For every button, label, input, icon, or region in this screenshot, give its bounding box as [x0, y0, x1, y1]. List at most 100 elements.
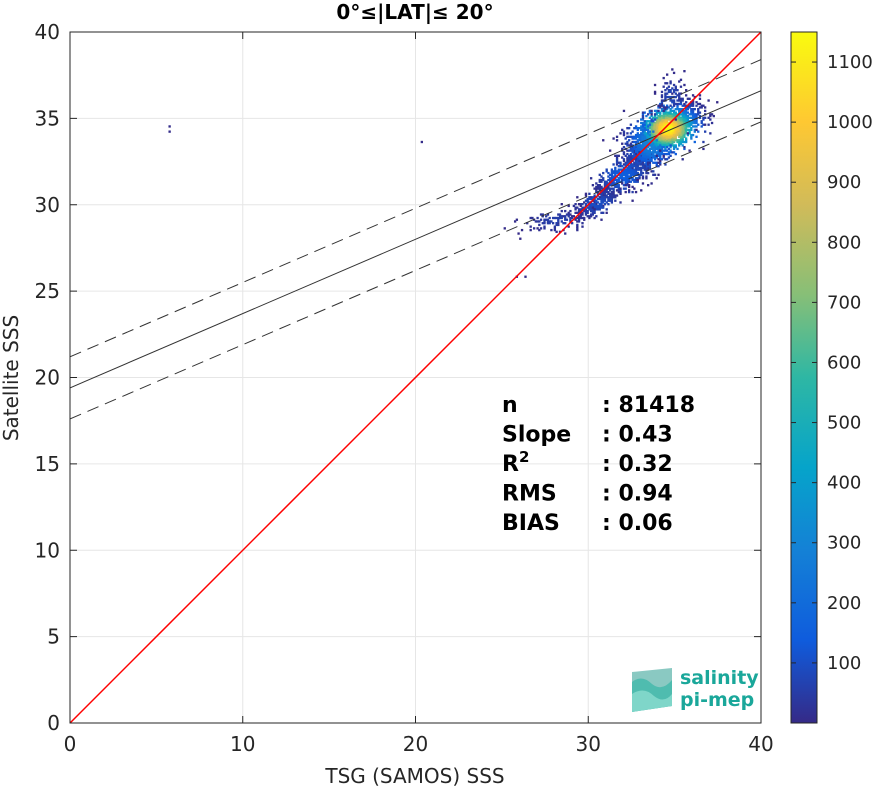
heatmap-cell: [662, 135, 665, 138]
heatmap-cell: [657, 139, 660, 142]
heatmap-cell: [626, 168, 629, 171]
heatmap-cell: [638, 156, 641, 159]
heatmap-cell: [688, 106, 691, 109]
heatmap-cell: [595, 187, 598, 190]
heatmap-cell: [529, 225, 532, 228]
heatmap-cell: [690, 109, 693, 113]
heatmap-cell: [638, 137, 641, 140]
heatmap-cell: [684, 116, 688, 119]
heatmap-cell: [678, 111, 681, 114]
heatmap-cell: [619, 177, 622, 180]
heatmap-cell: [664, 111, 667, 114]
heatmap-cell: [688, 123, 691, 126]
heatmap-cell: [669, 132, 672, 135]
x-tick-label: 20: [403, 732, 428, 756]
heatmap-cell: [653, 173, 657, 176]
heatmap-cell: [679, 113, 683, 116]
heatmap-cell: [555, 222, 558, 225]
heatmap-cell: [700, 104, 703, 107]
stat-superscript: 2: [519, 448, 529, 466]
heatmap-cell: [686, 97, 690, 100]
heatmap-cell: [617, 185, 620, 189]
heatmap-cell: [640, 158, 643, 161]
heatmap-cell: [665, 132, 669, 135]
heatmap-cell: [650, 158, 653, 161]
heatmap-cell: [610, 194, 614, 197]
heatmap-cell: [691, 116, 695, 119]
heatmap-cell: [678, 142, 681, 145]
heatmap-cell: [641, 133, 645, 137]
heatmap-cell: [667, 147, 671, 151]
heatmap-cell: [564, 232, 567, 235]
heatmap-cell: [653, 144, 657, 147]
heatmap-cell: [645, 128, 648, 132]
heatmap-cell: [629, 152, 633, 156]
heatmap-cell: [653, 158, 657, 161]
x-axis: 0 10 20 30 40: [64, 32, 774, 756]
heatmap-cell: [596, 192, 600, 195]
heatmap-cell: [598, 184, 601, 187]
heatmap-cell: [643, 140, 646, 144]
heatmap-cell: [605, 189, 608, 192]
heatmap-cell: [695, 125, 698, 128]
heatmap-cell: [684, 137, 688, 140]
heatmap-cell: [653, 116, 657, 119]
heatmap-cell: [660, 95, 664, 99]
heatmap-cell: [633, 161, 636, 164]
heatmap-cell: [684, 114, 688, 118]
heatmap-cell: [646, 133, 650, 137]
heatmap-cell: [629, 142, 633, 145]
heatmap-cell: [626, 161, 629, 164]
heatmap-cell: [643, 151, 646, 154]
heatmap-cell: [703, 109, 707, 113]
heatmap-cell: [683, 130, 686, 133]
heatmap-cell: [657, 173, 660, 176]
heatmap-cell: [645, 133, 648, 137]
heatmap-cell: [603, 180, 607, 183]
heatmap-cell: [636, 165, 639, 168]
heatmap-cell: [627, 165, 631, 168]
heatmap-cell: [652, 151, 655, 154]
heatmap-cell: [686, 111, 690, 114]
heatmap-cell: [667, 89, 671, 92]
heatmap-cell: [583, 206, 586, 209]
heatmap-cell: [653, 90, 657, 94]
heatmap-cell: [650, 132, 653, 135]
heatmap-cell: [650, 135, 653, 138]
heatmap-cell: [667, 116, 671, 119]
heatmap-cell: [567, 211, 570, 214]
heatmap-cell: [695, 116, 698, 119]
heatmap-cell: [627, 180, 631, 183]
heatmap-cell: [653, 133, 657, 137]
heatmap-cell: [615, 135, 619, 138]
heatmap-cell: [650, 147, 653, 151]
heatmap-cell: [564, 215, 567, 218]
heatmap-cell: [638, 158, 641, 161]
heatmap-cell: [691, 120, 695, 123]
heatmap-cell: [420, 140, 424, 144]
heatmap-cell: [653, 132, 657, 135]
heatmap-cell: [638, 144, 641, 147]
heatmap-cell: [691, 108, 695, 111]
heatmap-cell: [641, 144, 645, 147]
heatmap-cell: [669, 108, 672, 111]
heatmap-cell: [595, 182, 598, 185]
heatmap-cell: [593, 211, 596, 214]
heatmap-cell: [615, 161, 619, 164]
heatmap-cell: [602, 211, 605, 214]
heatmap-cell: [659, 139, 662, 142]
heatmap-cell: [672, 114, 676, 118]
heatmap-cell: [657, 130, 660, 133]
heatmap-cell: [557, 222, 560, 225]
heatmap-cell: [531, 216, 534, 220]
heatmap-cell: [600, 185, 603, 189]
heatmap-cell: [659, 146, 662, 149]
heatmap-cell: [603, 197, 607, 201]
heatmap-cell: [672, 137, 676, 140]
heatmap-cell: [653, 151, 657, 154]
heatmap-cell: [621, 175, 624, 178]
heatmap-cell: [631, 135, 634, 138]
heatmap-cell: [636, 159, 639, 163]
heatmap-cell: [671, 128, 674, 132]
heatmap-cell: [631, 151, 634, 154]
